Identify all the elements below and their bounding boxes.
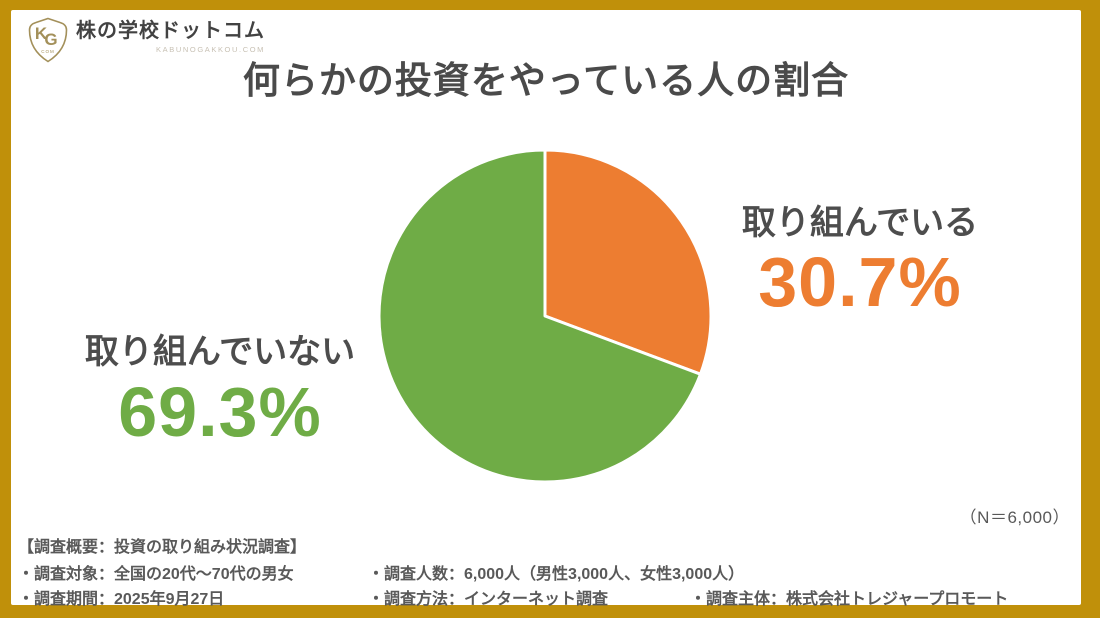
survey-target: ・調査対象：全国の20代～70代の男女 (18, 566, 294, 583)
callout-not-engaged: 取り組んでいない 69.3% (55, 332, 385, 449)
pie-chart (377, 148, 713, 484)
pie-slice-0 (543, 148, 713, 376)
content-card: K G COM 株の学校ドットコム KABUNOGAKKOU.COM 何らかの投… (11, 10, 1081, 608)
brand-name: 株の学校ドットコム (76, 20, 265, 42)
survey-overview: 【調査概要：投資の取り組み状況調査】 ・調査対象：全国の20代～70代の男女 ・… (11, 10, 1081, 608)
engaged-value: 30.7% (758, 242, 962, 321)
sample-size-note: （N＝6,000） (959, 508, 1070, 527)
survey-heading: 【調査概要：投資の取り組み状況調査】 (18, 539, 307, 556)
brand-monogram-g: G (44, 30, 57, 49)
engaged-label: 取り組んでいる (741, 204, 979, 242)
brand-monogram-k: K (35, 24, 48, 43)
brand-text: 株の学校ドットコム KABUNOGAKKOU.COM (76, 17, 265, 54)
pie-slice-1 (377, 148, 702, 484)
survey-method: ・調査方法：インターネット調査 (368, 591, 609, 608)
brand-monogram-sub: COM (41, 49, 55, 54)
survey-count: ・調査人数：6,000人（男性3,000人、女性3,000人） (368, 566, 745, 583)
brand-shield-icon: K G COM (28, 17, 68, 63)
page-title: 何らかの投資をやっている人の割合 (242, 60, 850, 101)
survey-period: ・調査期間：2025年9月27日 (18, 591, 225, 608)
brand-domain: KABUNOGAKKOU.COM (156, 45, 265, 54)
not-engaged-value: 69.3% (118, 372, 322, 451)
not-engaged-label: 取り組んでいない (84, 333, 356, 371)
survey-organizer: ・調査主体：株式会社トレジャープロモート (690, 591, 1009, 608)
callout-engaged: 取り組んでいる 30.7% (695, 203, 1025, 319)
brand-logo: K G COM 株の学校ドットコム KABUNOGAKKOU.COM (28, 17, 265, 63)
